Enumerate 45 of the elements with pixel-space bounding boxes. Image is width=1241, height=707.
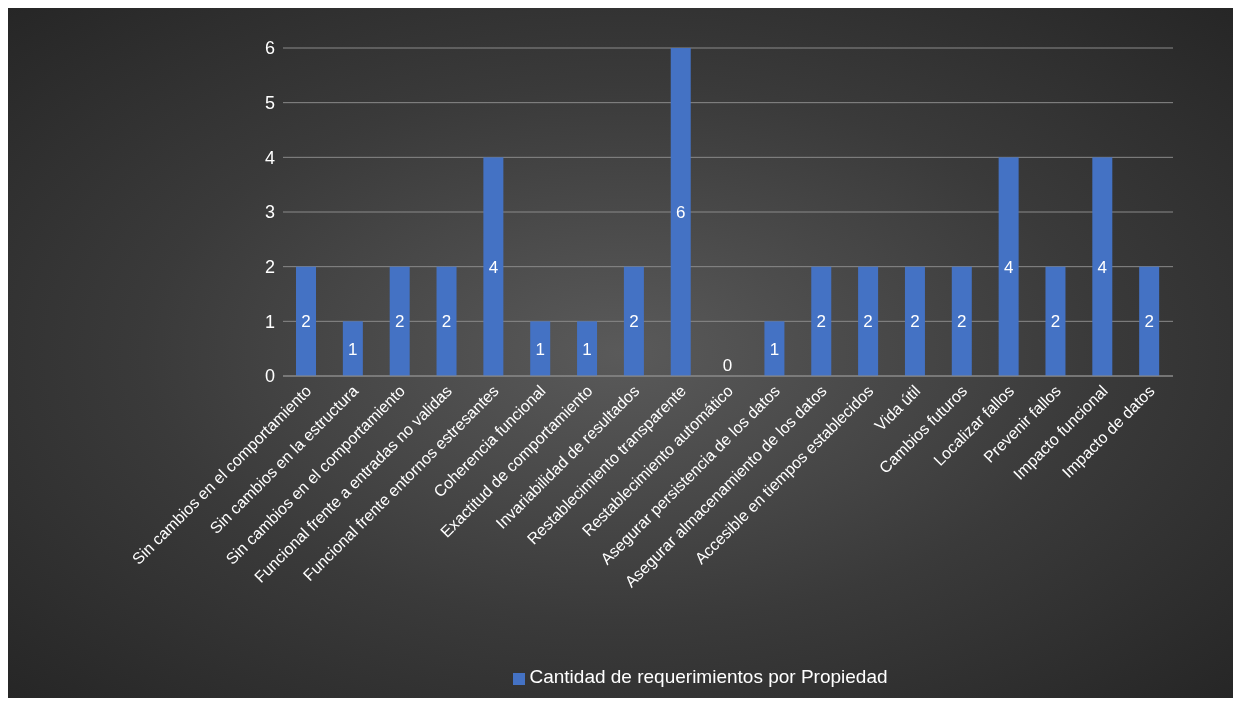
- bar: [296, 266, 316, 376]
- data-label: 2: [863, 312, 873, 332]
- y-tick-label: 6: [264, 38, 275, 59]
- y-tick-label: 0: [264, 366, 275, 387]
- data-label: 6: [676, 203, 686, 222]
- bar: [483, 157, 504, 376]
- bar: [1092, 157, 1113, 376]
- bar: [577, 321, 598, 376]
- bar: [436, 266, 457, 376]
- data-label: 2: [629, 312, 639, 332]
- y-tick-label: 5: [264, 93, 275, 114]
- bar: [1045, 266, 1066, 376]
- data-label: 4: [1003, 257, 1014, 277]
- data-label: 2: [910, 312, 920, 332]
- bar: [530, 321, 551, 376]
- data-label: 2: [957, 312, 967, 332]
- bar: [764, 321, 785, 376]
- bar: [389, 266, 410, 376]
- bar: [811, 266, 832, 376]
- data-label: 1: [535, 339, 545, 359]
- bar: [342, 321, 363, 376]
- y-tick-label: 1: [264, 311, 275, 332]
- data-label: 2: [1050, 312, 1061, 332]
- data-label: 4: [1097, 257, 1108, 277]
- data-label: 2: [301, 312, 311, 332]
- data-label: 2: [816, 312, 826, 332]
- data-label: 1: [769, 339, 780, 359]
- data-label: 1: [582, 339, 592, 359]
- y-tick-label: 4: [264, 147, 275, 168]
- data-label: 2: [441, 312, 452, 332]
- bar: [858, 266, 879, 376]
- legend-label: Cantidad de requerimientos por Propiedad: [529, 666, 888, 687]
- data-label: 2: [1144, 312, 1154, 332]
- bar: [951, 266, 972, 376]
- bar: [670, 48, 691, 376]
- data-label: 2: [394, 312, 405, 332]
- bar: [904, 266, 925, 376]
- y-tick-label: 3: [264, 202, 275, 223]
- bar: [1139, 266, 1160, 376]
- bar: [623, 266, 644, 376]
- bar: [998, 157, 1019, 376]
- data-label: 1: [348, 339, 358, 359]
- data-label: 4: [488, 257, 499, 277]
- data-label: 0: [722, 356, 733, 375]
- y-tick-label: 2: [264, 257, 275, 278]
